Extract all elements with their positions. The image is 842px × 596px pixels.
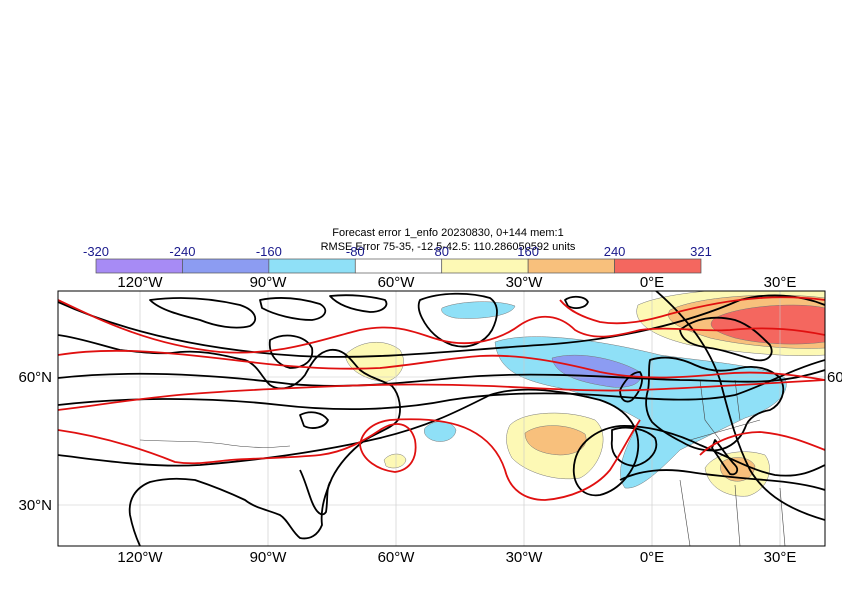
red-contour-2: [58, 349, 825, 381]
colorbar-swatch-4: [441, 258, 529, 274]
y-tick-left-1: 30°N: [18, 497, 52, 514]
title-line-1: Forecast error 1_enfo 20230830, 0+144 me…: [332, 227, 563, 239]
x-tick-bottom-5: 30°E: [764, 549, 797, 566]
colorbar-swatch-1: [182, 258, 270, 274]
y-axis-right: 60: [827, 369, 842, 386]
colorbar-label-5: 160: [517, 244, 539, 259]
black-contour-5: [654, 291, 825, 521]
black-contour-2: [58, 369, 825, 387]
x-tick-top-5: 30°E: [764, 274, 797, 291]
shade-labrador-yellow: [344, 341, 404, 383]
x-tick-top-1: 90°W: [250, 274, 288, 291]
y-axis-left: 60°N 30°N: [18, 369, 52, 514]
colorbar-label-3: -80: [346, 244, 365, 259]
y-tick-right-0: 60: [827, 369, 842, 386]
shade-useast-cyan: [424, 421, 457, 442]
borders: [139, 379, 786, 546]
x-tick-bottom-2: 60°W: [378, 549, 416, 566]
map-area: [58, 291, 825, 546]
x-tick-top-2: 60°W: [378, 274, 416, 291]
red-contour-3: [58, 379, 825, 411]
red-contour-6: [699, 431, 825, 456]
title-line-2: RMSE Error 75-35, -12.5-42.5: 110.286050…: [321, 241, 576, 253]
x-tick-top-4: 0°E: [640, 274, 664, 291]
black-contour-3: [58, 359, 825, 411]
colorbar-swatch-2: [268, 258, 356, 274]
graticule: [58, 291, 825, 546]
colorbar-label-0: -320: [83, 244, 109, 259]
red-contour-1: [58, 299, 825, 354]
x-tick-bottom-3: 30°W: [506, 549, 544, 566]
colorbar-swatch-3: [354, 258, 443, 274]
x-axis-top: 120°W 90°W 60°W 30°W 0°E 30°E: [117, 274, 796, 291]
x-axis-bottom: 120°W 90°W 60°W 30°W 0°E 30°E: [117, 549, 796, 566]
y-tick-left-0: 60°N: [18, 369, 52, 386]
black-contour-4: [58, 388, 825, 497]
shade-bermuda-yellow: [383, 453, 407, 469]
x-tick-bottom-4: 0°E: [640, 549, 664, 566]
colorbar-swatch-6: [614, 258, 702, 274]
x-tick-bottom-0: 120°W: [117, 549, 163, 566]
shade-midatlantic-orange: [524, 425, 587, 456]
colorbar-label-2: -160: [256, 244, 282, 259]
colorbar-swatch-5: [527, 258, 615, 274]
colorbar: -320 -240 -160 -80 80 160 240 321: [83, 244, 712, 274]
colorbar-label-6: 240: [604, 244, 626, 259]
colorbar-swatch-0: [95, 258, 183, 274]
x-tick-top-3: 30°W: [506, 274, 544, 291]
red-contours: [58, 296, 825, 501]
colorbar-label-7: 321: [690, 244, 712, 259]
x-tick-bottom-1: 90°W: [250, 549, 288, 566]
map-frame: [57, 290, 826, 547]
colorbar-label-1: -240: [169, 244, 195, 259]
colorbar-label-4: 80: [434, 244, 448, 259]
red-contour-5: [559, 296, 825, 325]
x-tick-top-0: 120°W: [117, 274, 163, 291]
red-contour-4: [58, 418, 641, 501]
